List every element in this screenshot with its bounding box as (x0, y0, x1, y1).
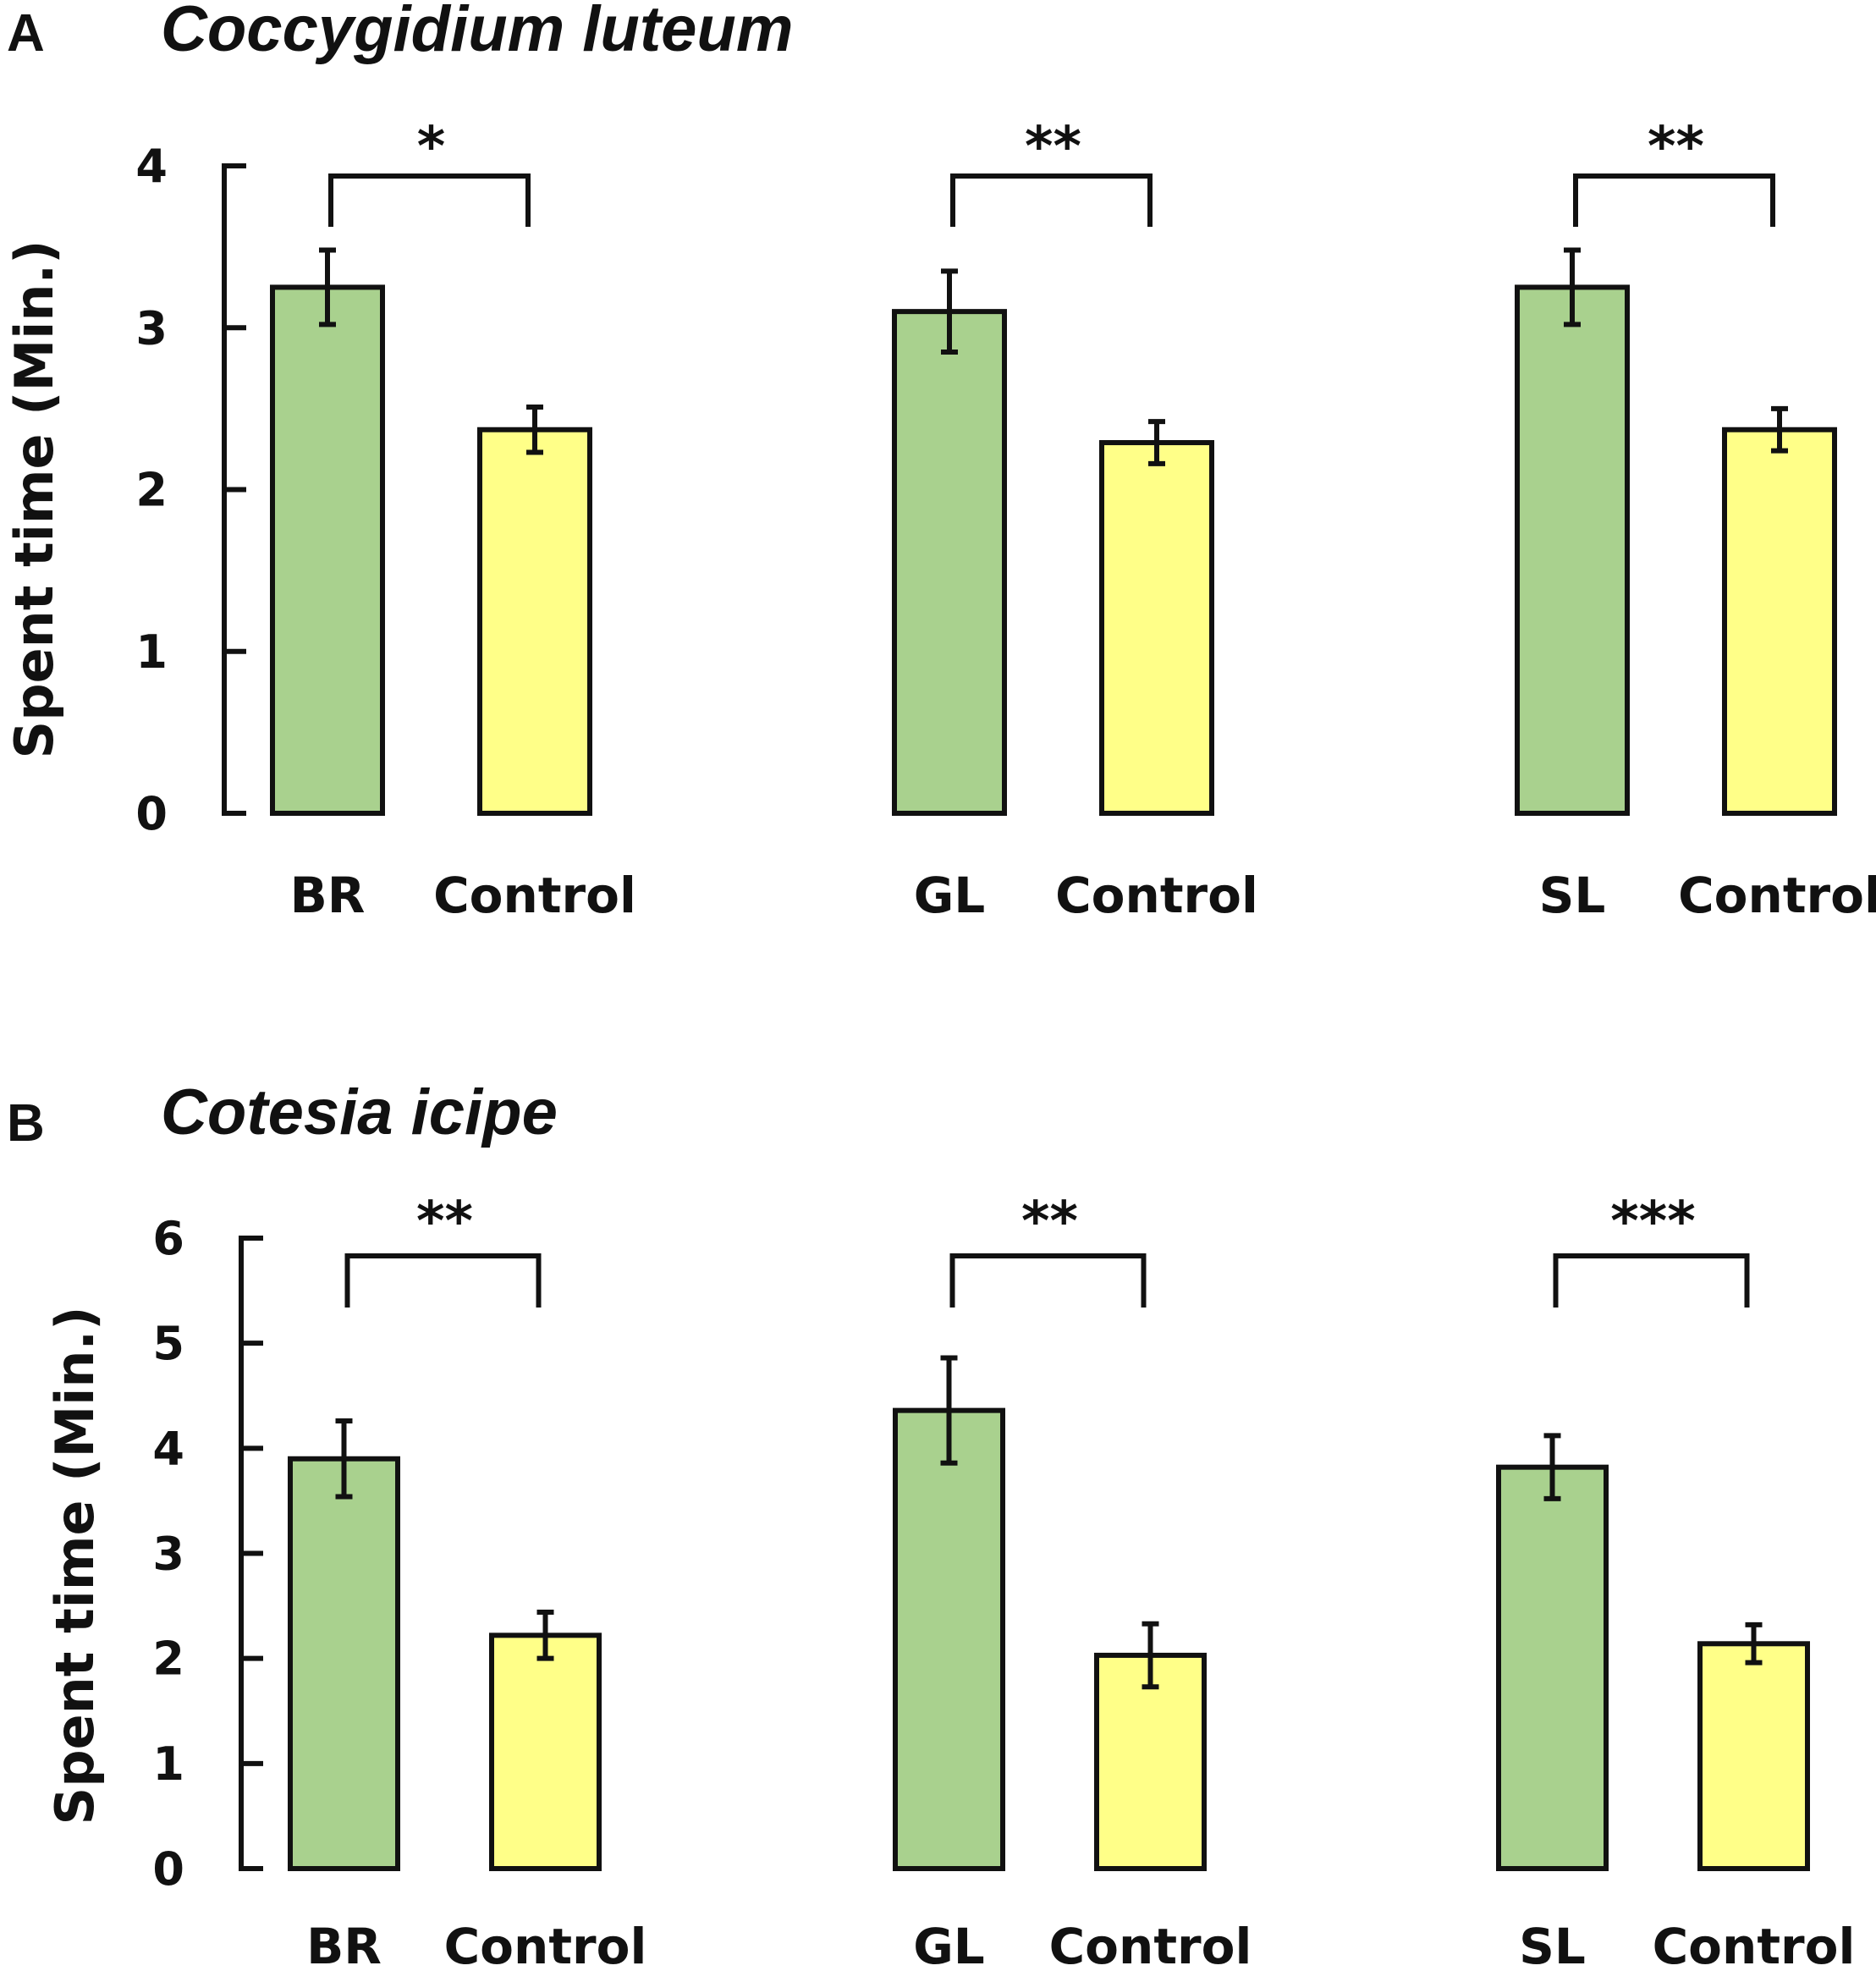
category-label: GL (913, 1918, 985, 1971)
y-tick-label: 2 (152, 1632, 184, 1686)
y-tick-label: 2 (135, 464, 168, 517)
panel-b-chart: 0 1 2 3 4 5 6 BR Control ** GL Control ** SL Control **… (152, 1191, 1855, 1971)
error-bar (335, 1418, 353, 1500)
panel-a-chart: 0 1 2 3 4 BR Control * GL Control ** SL Control ** (135, 116, 1876, 924)
panel-a-title: Coccygidium luteum (161, 0, 793, 65)
error-bar (319, 247, 336, 328)
error-bar (1148, 419, 1165, 466)
category-label: BR (306, 1918, 382, 1971)
category-label: Control (444, 1918, 647, 1971)
bar-br (288, 1456, 400, 1871)
error-bar (941, 268, 958, 355)
significance-label: * (417, 116, 445, 179)
y-tick-label: 0 (135, 787, 168, 840)
y-tick-label: 3 (152, 1528, 184, 1581)
bar-control (489, 1632, 602, 1871)
bar-control (477, 427, 592, 816)
y-tick-label: 4 (135, 140, 168, 193)
category-label: GL (914, 867, 986, 924)
significance-label: ** (416, 1191, 473, 1253)
significance-bracket (949, 1253, 1147, 1308)
error-bar (1564, 247, 1581, 328)
significance-bracket (1573, 173, 1775, 227)
bar-sl (1515, 284, 1630, 816)
bar-control (1697, 1641, 1810, 1871)
error-bar (1142, 1621, 1159, 1690)
category-label: Control (1678, 867, 1876, 924)
bar-control (1099, 440, 1214, 816)
significance-label: ** (1648, 116, 1704, 179)
bar-br (270, 284, 385, 816)
category-label: Control (1653, 1918, 1856, 1971)
bar-gl (892, 309, 1007, 816)
bar-gl (893, 1407, 1005, 1871)
significance-label: ** (1021, 1191, 1078, 1253)
significance-bracket (1553, 1253, 1750, 1308)
significance-bracket (328, 173, 531, 227)
y-tick-label: 5 (152, 1317, 184, 1370)
category-label: Control (1055, 867, 1258, 924)
error-bar (1745, 1621, 1763, 1665)
category-label: BR (290, 867, 366, 924)
y-tick-label: 0 (152, 1842, 184, 1896)
category-label: SL (1539, 867, 1606, 924)
category-label: Control (1049, 1918, 1252, 1971)
panel-a-letter: A (7, 4, 45, 63)
panel-a-y-axis-label: Spent time (Min.) (3, 240, 65, 759)
significance-bracket (344, 1253, 542, 1308)
y-tick-label: 1 (135, 625, 168, 679)
panel-b-title: Cotesia icipe (161, 1076, 558, 1148)
panel-b-y-axis-label: Spent time (Min.) (44, 1307, 106, 1825)
y-tick-label: 1 (152, 1737, 184, 1791)
significance-bracket (950, 173, 1153, 227)
category-label: SL (1519, 1918, 1586, 1971)
bar-control (1722, 427, 1837, 816)
significance-label: ** (1025, 116, 1081, 179)
y-tick-label: 3 (135, 301, 168, 355)
error-bar (1771, 405, 1788, 454)
panel-b-letter: B (7, 1094, 45, 1153)
error-bar (536, 1610, 554, 1661)
error-bar (526, 404, 543, 455)
error-bar (940, 1355, 958, 1466)
significance-label: *** (1610, 1191, 1695, 1253)
y-tick-label: 4 (152, 1422, 184, 1475)
category-label: Control (433, 867, 636, 924)
y-tick-label: 6 (152, 1212, 184, 1265)
bar-sl (1496, 1464, 1609, 1872)
error-bar (1543, 1433, 1561, 1501)
